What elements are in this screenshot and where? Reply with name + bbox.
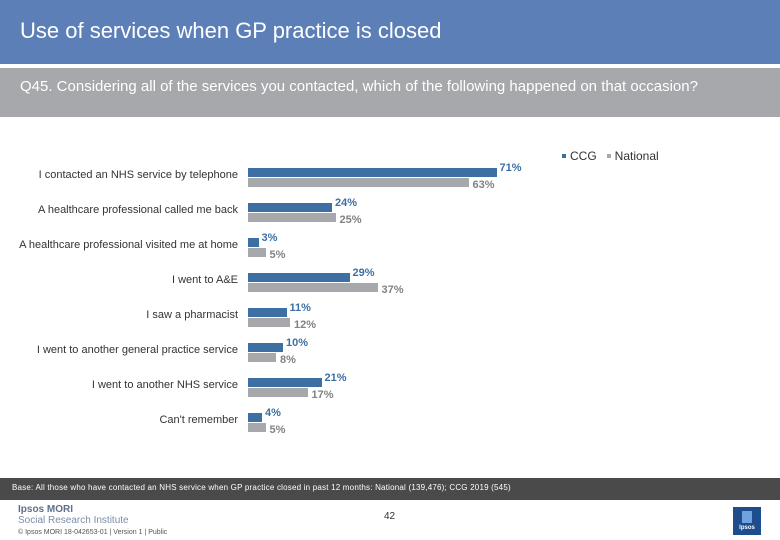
- category-label: I went to another NHS service: [91, 379, 238, 391]
- base-note: Base: All those who have contacted an NH…: [12, 483, 511, 492]
- data-label-national: 17%: [311, 389, 334, 401]
- legend-swatch-ccg: [562, 154, 566, 158]
- category-label: I saw a pharmacist: [146, 309, 238, 321]
- bar-ccg: [248, 413, 262, 422]
- data-label-national: 5%: [269, 249, 286, 261]
- page-title: Use of services when GP practice is clos…: [20, 18, 442, 43]
- bar-ccg: [248, 308, 287, 317]
- data-label-ccg: 24%: [335, 197, 358, 209]
- legend-label-national: National: [614, 149, 659, 163]
- question-bar: Q45. Considering all of the services you…: [0, 68, 780, 117]
- category-label: Can't remember: [159, 414, 238, 426]
- data-label-ccg: 21%: [324, 372, 347, 384]
- bar-national: [248, 423, 266, 432]
- category-label: I went to another general practice servi…: [36, 344, 238, 356]
- bar-ccg: [248, 203, 332, 212]
- bar-ccg: [248, 378, 322, 387]
- chart-legend: CCG National: [562, 149, 659, 163]
- data-label-ccg: 4%: [265, 407, 281, 419]
- bar-ccg: [248, 238, 259, 247]
- legend-item-ccg: CCG: [562, 149, 597, 163]
- category-label: I went to A&E: [171, 274, 238, 286]
- category-label: A healthcare professional visited me at …: [19, 239, 238, 251]
- data-label-ccg: 11%: [289, 302, 311, 314]
- bar-national: [248, 283, 378, 292]
- data-label-ccg: 3%: [261, 232, 278, 244]
- base-bar: Base: All those who have contacted an NH…: [0, 478, 780, 500]
- legend-swatch-national: [606, 154, 611, 158]
- data-label-national: 37%: [381, 284, 404, 296]
- bar-national: [248, 213, 336, 222]
- bar-national: [248, 178, 469, 187]
- ipsos-mori-logo: Ipsos MORI Social Research Institute: [18, 504, 129, 526]
- data-label-national: 12%: [294, 319, 317, 331]
- data-label-ccg: 10%: [286, 337, 309, 349]
- data-label-ccg: 71%: [499, 162, 522, 174]
- ipsos-badge-icon: Ipsos: [733, 507, 761, 535]
- data-label-national: 5%: [269, 424, 286, 436]
- bar-ccg: [248, 343, 283, 352]
- legend-item-national: National: [606, 149, 659, 163]
- category-label: I contacted an NHS service by telephone: [38, 169, 238, 181]
- category-label: A healthcare professional called me back: [38, 204, 238, 216]
- copyright: © Ipsos MORI 18-042653-01 | Version 1 | …: [18, 529, 168, 536]
- logo-line1: Ipsos MORI: [18, 504, 74, 515]
- bar-ccg: [248, 168, 497, 177]
- footer: Ipsos MORI Social Research Institute 42 …: [0, 500, 780, 540]
- legend-label-ccg: CCG: [570, 149, 597, 163]
- data-label-national: 8%: [280, 354, 296, 366]
- bar-national: [248, 318, 290, 327]
- bar-national: [248, 353, 276, 362]
- badge-text: Ipsos: [739, 525, 755, 531]
- bar-national: [248, 388, 308, 397]
- title-bar: Use of services when GP practice is clos…: [0, 0, 780, 64]
- bar-ccg: [248, 273, 350, 282]
- data-label-national: 63%: [472, 179, 495, 191]
- data-label-national: 25%: [339, 214, 362, 226]
- question-text: Q45. Considering all of the services you…: [20, 78, 698, 95]
- bar-national: [248, 248, 266, 257]
- badge-mark: [742, 511, 752, 523]
- logo-line2: Social Research Institute: [18, 515, 129, 526]
- data-label-ccg: 29%: [352, 267, 375, 279]
- page-number: 42: [384, 511, 396, 522]
